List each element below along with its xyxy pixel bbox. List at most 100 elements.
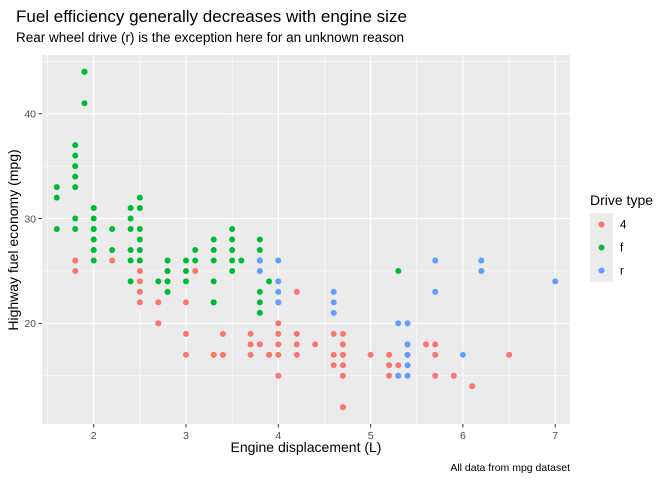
legend-swatch-f — [598, 244, 605, 251]
data-point-4 — [506, 351, 513, 358]
data-point-4 — [183, 299, 189, 306]
data-point-f — [229, 226, 236, 233]
data-point-r — [404, 372, 411, 379]
data-point-f — [266, 278, 273, 285]
data-point-f — [90, 236, 97, 243]
data-point-f — [183, 257, 189, 264]
data-point-f — [136, 226, 143, 233]
data-point-4 — [293, 341, 300, 348]
data-point-4 — [275, 372, 282, 379]
data-point-4 — [247, 351, 254, 358]
data-point-f — [183, 278, 189, 285]
data-point-4 — [210, 351, 217, 358]
data-point-r — [432, 288, 439, 295]
data-point-f — [90, 226, 97, 233]
data-point-f — [155, 278, 162, 285]
data-point-r — [404, 362, 411, 369]
legend-label-r: r — [620, 266, 624, 278]
data-point-r — [330, 309, 337, 316]
x-tick-label: 3 — [183, 430, 189, 442]
data-point-4 — [432, 372, 439, 379]
x-axis-title: Engine displacement (L) — [231, 439, 382, 455]
data-point-f — [192, 246, 199, 253]
data-point-f — [72, 142, 79, 149]
legend-swatch-4 — [598, 221, 605, 228]
data-point-f — [256, 299, 263, 306]
legend-label-f: f — [620, 243, 624, 255]
data-point-f — [136, 205, 143, 212]
data-point-4 — [423, 341, 429, 348]
data-point-f — [136, 257, 143, 264]
data-point-f — [256, 236, 263, 243]
data-point-4 — [136, 288, 143, 295]
data-point-r — [275, 278, 282, 285]
data-point-f — [164, 257, 171, 264]
chart-title: Fuel efficiency generally decreases with… — [16, 7, 407, 26]
x-tick-label: 5 — [368, 430, 374, 442]
data-point-4 — [386, 362, 393, 369]
data-point-4 — [219, 351, 226, 358]
data-point-f — [127, 278, 134, 285]
data-point-f — [183, 267, 189, 274]
data-point-f — [53, 194, 60, 201]
data-point-f — [72, 215, 79, 222]
data-point-4 — [432, 351, 439, 358]
data-point-r — [275, 257, 282, 264]
data-point-4 — [275, 351, 282, 358]
data-point-4 — [72, 267, 79, 274]
data-point-f — [210, 246, 217, 253]
data-point-4 — [339, 372, 346, 379]
data-point-f — [210, 299, 217, 306]
data-point-4 — [386, 372, 393, 379]
data-point-4 — [183, 351, 189, 358]
data-point-f — [90, 257, 97, 264]
data-point-r — [275, 288, 282, 295]
data-point-f — [127, 205, 134, 212]
data-point-4 — [256, 341, 263, 348]
data-point-f — [136, 236, 143, 243]
data-point-r — [404, 320, 411, 327]
data-point-f — [90, 215, 97, 222]
y-tick-label: 20 — [24, 318, 36, 330]
plot-panel — [42, 55, 570, 424]
data-point-4 — [293, 351, 300, 358]
data-point-4 — [339, 404, 346, 411]
legend-entries: 4 fr — [590, 213, 627, 282]
data-point-f — [256, 246, 263, 253]
data-point-4 — [293, 330, 300, 337]
data-point-4 — [330, 351, 337, 358]
data-point-f — [210, 257, 217, 264]
data-point-f — [90, 246, 97, 253]
data-point-f — [395, 267, 402, 274]
data-point-4 — [339, 351, 346, 358]
data-point-4 — [109, 257, 116, 264]
data-point-r — [404, 341, 411, 348]
data-point-f — [256, 288, 263, 295]
data-point-f — [72, 152, 79, 159]
data-point-4 — [395, 362, 402, 369]
data-point-r — [256, 267, 263, 274]
data-point-4 — [183, 330, 189, 337]
data-point-4 — [450, 372, 457, 379]
chart-subtitle: Rear wheel drive (r) is the exception he… — [16, 30, 404, 45]
data-point-4 — [469, 383, 476, 390]
legend-swatch-r — [598, 267, 605, 274]
data-point-f — [210, 236, 217, 243]
data-point-f — [72, 184, 79, 191]
data-point-4 — [312, 341, 319, 348]
data-point-r — [256, 257, 263, 264]
data-point-f — [229, 267, 236, 274]
data-point-r — [478, 267, 485, 274]
data-point-4 — [330, 330, 337, 337]
data-point-f — [90, 205, 97, 212]
data-point-4 — [386, 351, 393, 358]
chart-caption: All data from mpg dataset — [450, 462, 570, 474]
data-point-r — [395, 320, 402, 327]
data-point-4 — [275, 341, 282, 348]
data-point-f — [72, 173, 79, 180]
data-point-f — [238, 257, 245, 264]
data-point-r — [275, 299, 282, 306]
data-point-r — [552, 278, 559, 285]
data-point-f — [164, 288, 171, 295]
